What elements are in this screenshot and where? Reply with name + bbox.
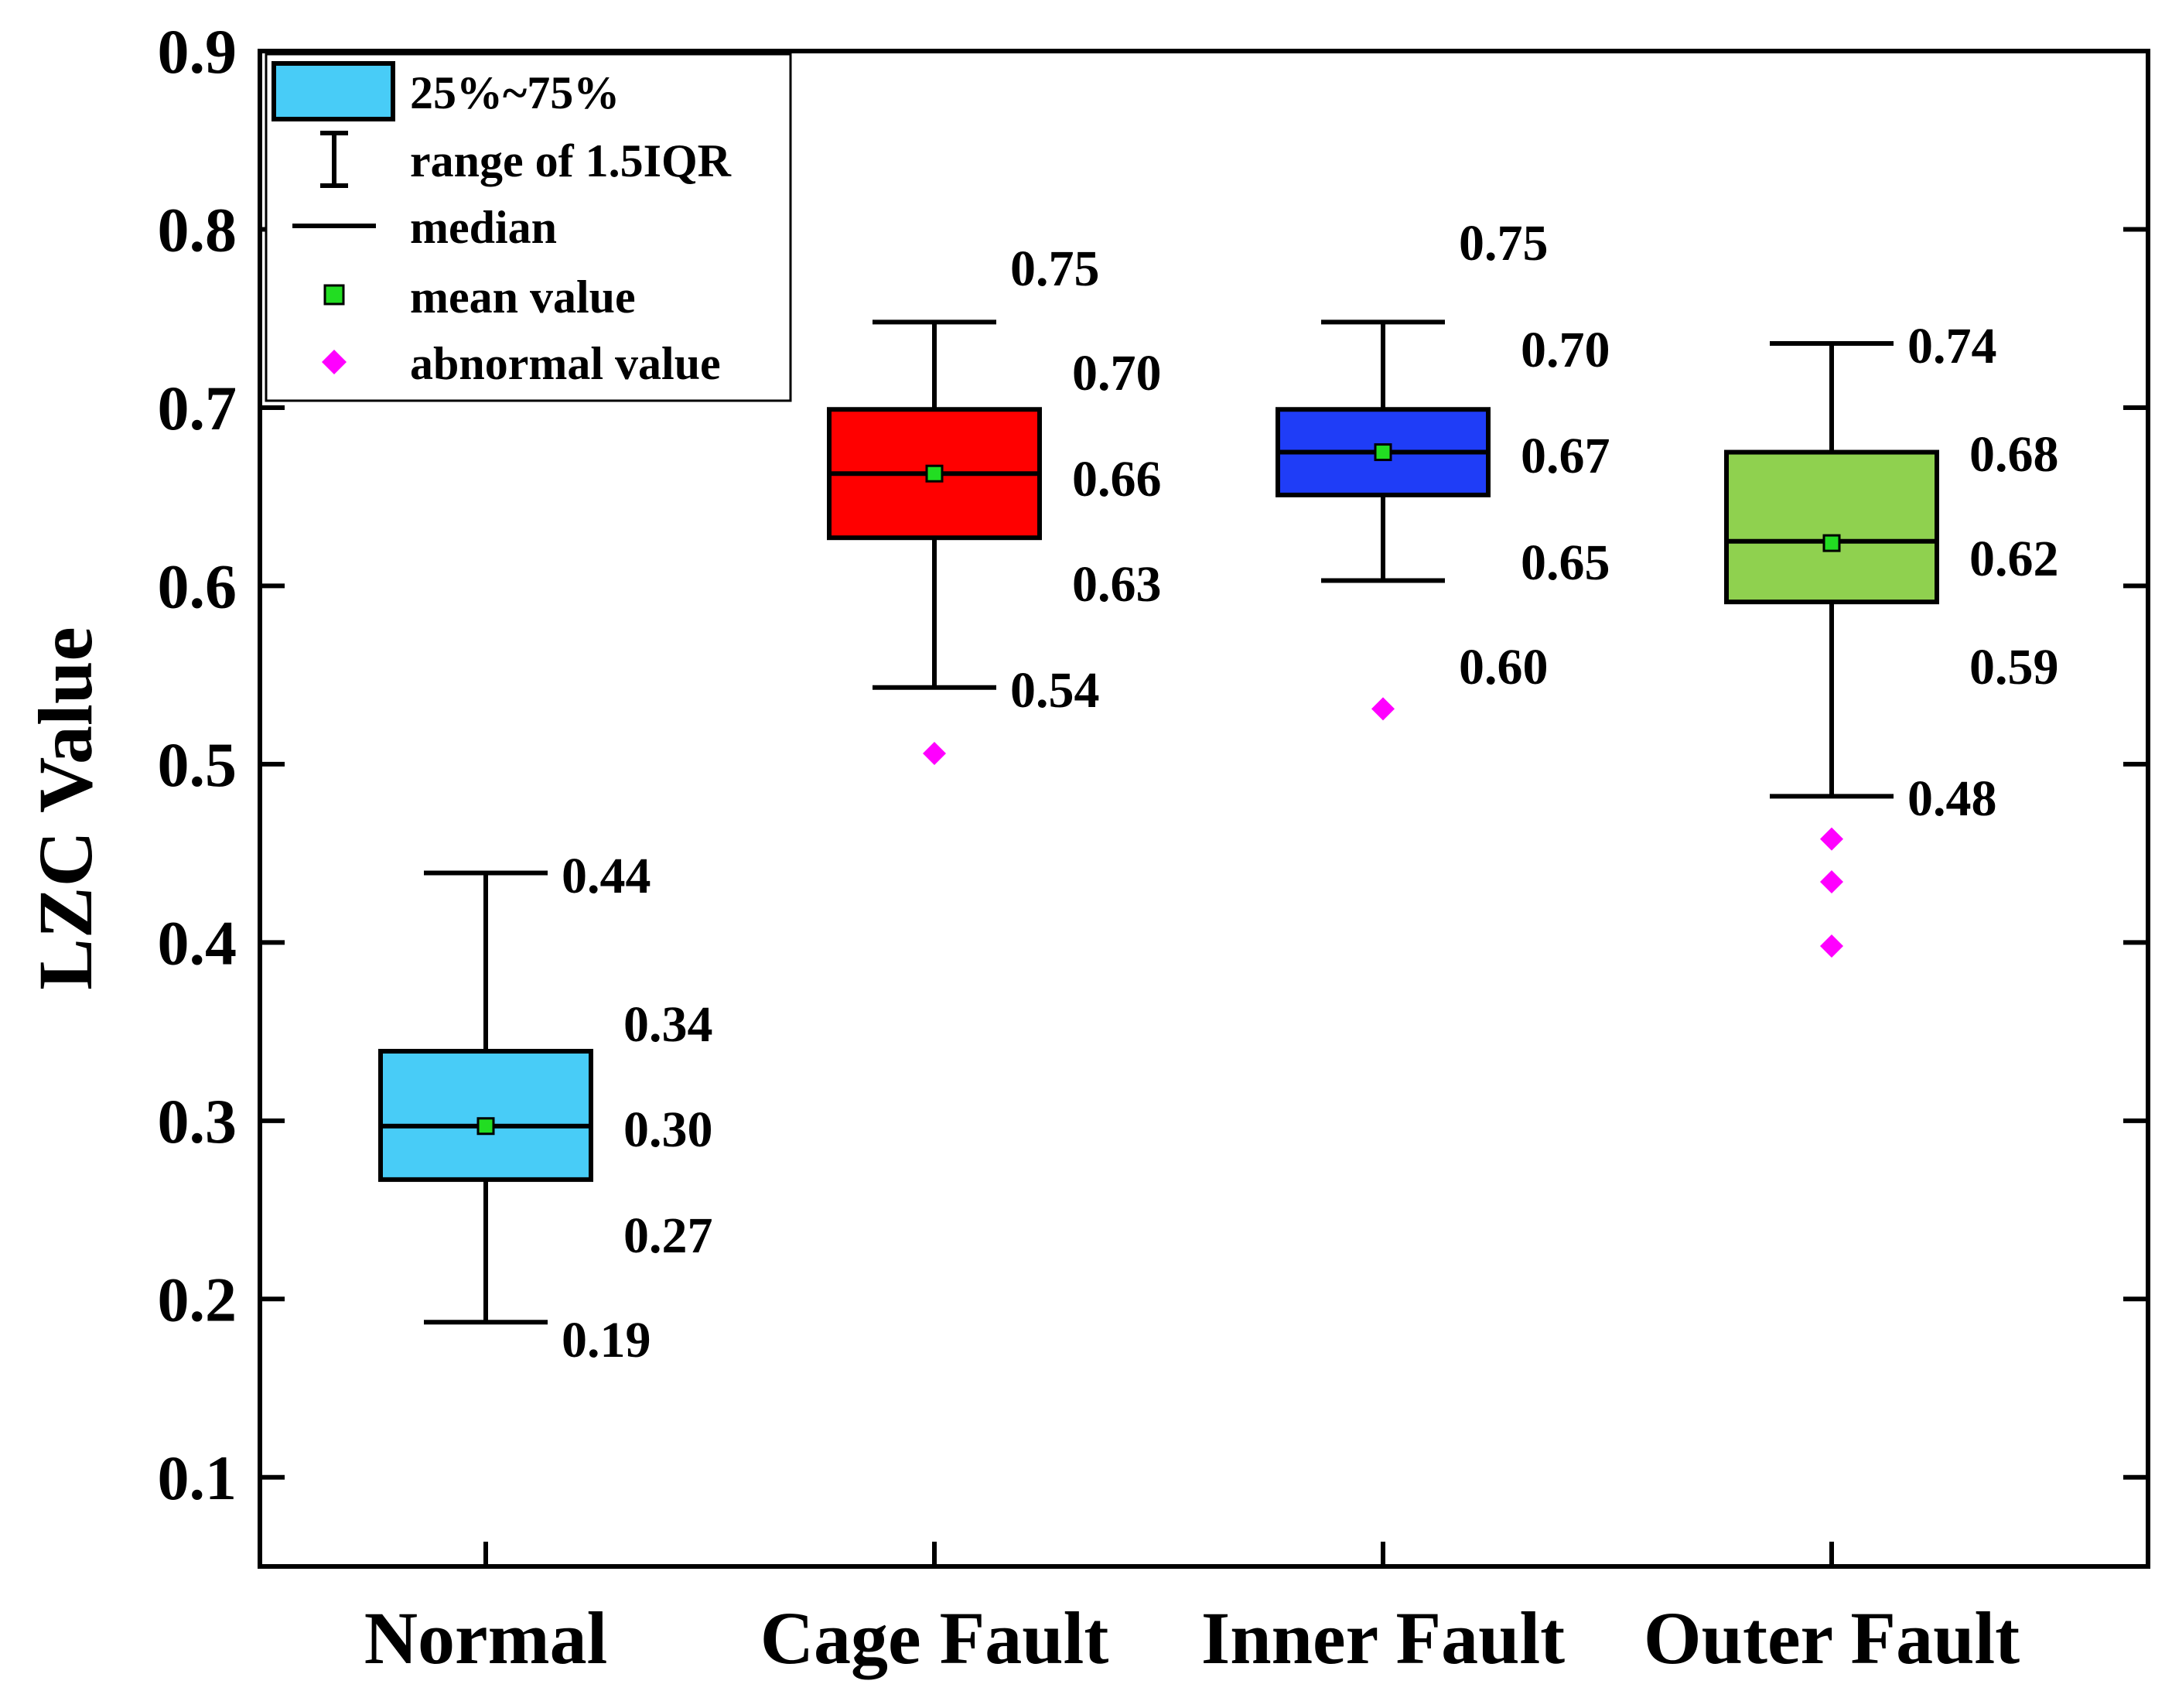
value-label-q1: 0.63: [1072, 556, 1162, 613]
value-label-whisker-high: 0.44: [562, 848, 651, 904]
value-label-q3: 0.34: [623, 996, 713, 1053]
value-label-median: 0.62: [1969, 531, 2059, 587]
legend-mean-square-icon: [323, 284, 345, 306]
outlier-point: [1820, 869, 1843, 893]
legend-label: abnormal value: [410, 338, 721, 389]
x-category-label: Outer Fault: [1644, 1597, 2020, 1679]
value-label-q3: 0.70: [1072, 345, 1162, 401]
value-label-whisker-high: 0.75: [1459, 215, 1549, 272]
box-group-3: [1724, 340, 1939, 958]
legend-outlier-diamond-icon: [322, 350, 347, 374]
mean-marker: [1374, 443, 1392, 462]
legend-label: median: [410, 202, 557, 253]
mean-marker: [476, 1117, 495, 1136]
value-label-whisker-low: 0.19: [562, 1312, 651, 1368]
y-axis-title: LZC Value: [22, 627, 108, 990]
y-tick-label: 0.8: [158, 194, 237, 265]
value-label-q1: 0.59: [1969, 639, 2059, 695]
y-tick-label: 0.3: [158, 1086, 237, 1156]
value-label-q1: 0.27: [623, 1208, 713, 1264]
outlier-point: [1820, 827, 1843, 851]
outlier-point: [923, 742, 946, 766]
x-category-label: Cage Fault: [760, 1597, 1109, 1679]
mean-marker: [925, 464, 944, 483]
y-tick-label: 0.5: [158, 729, 237, 800]
y-tick-label: 0.7: [158, 373, 237, 443]
box-group-1: [827, 319, 1042, 766]
value-label-whisker-high: 0.74: [1907, 318, 1997, 374]
iqr-box: [378, 1048, 593, 1182]
outlier-point: [1820, 934, 1843, 958]
value-label-median: 0.30: [623, 1102, 713, 1158]
legend-box-swatch-icon: [272, 61, 395, 121]
legend-label: range of 1.5IQR: [410, 135, 732, 186]
iqr-box: [1724, 449, 1939, 605]
legend-label: mean value: [410, 272, 636, 323]
value-label-q1: 0.65: [1521, 535, 1610, 591]
y-tick-label: 0.9: [158, 16, 237, 87]
value-label-median: 0.66: [1072, 451, 1162, 507]
value-label-whisker-low: 0.48: [1907, 770, 1997, 827]
y-tick-label: 0.4: [158, 907, 237, 978]
y-tick-label: 0.2: [158, 1264, 237, 1334]
plot-frame: [258, 49, 2150, 1569]
y-tick-label: 0.6: [158, 551, 237, 621]
value-label-median: 0.67: [1521, 428, 1610, 484]
value-label-q3: 0.68: [1969, 426, 2059, 483]
box-group-0: [378, 870, 593, 1325]
mean-marker: [1822, 534, 1841, 552]
value-label-q3: 0.70: [1521, 322, 1610, 378]
x-category-label: Normal: [364, 1597, 608, 1679]
value-label-whisker-low: 0.54: [1010, 662, 1100, 719]
legend-label: 25%~75%: [410, 67, 620, 118]
value-label-whisker-low: 0.60: [1459, 639, 1549, 695]
outlier-point: [1371, 697, 1395, 721]
y-tick-label: 0.1: [158, 1443, 237, 1513]
value-label-whisker-high: 0.75: [1010, 241, 1100, 297]
x-category-label: Inner Fault: [1201, 1597, 1565, 1679]
box-group-2: [1276, 319, 1491, 721]
